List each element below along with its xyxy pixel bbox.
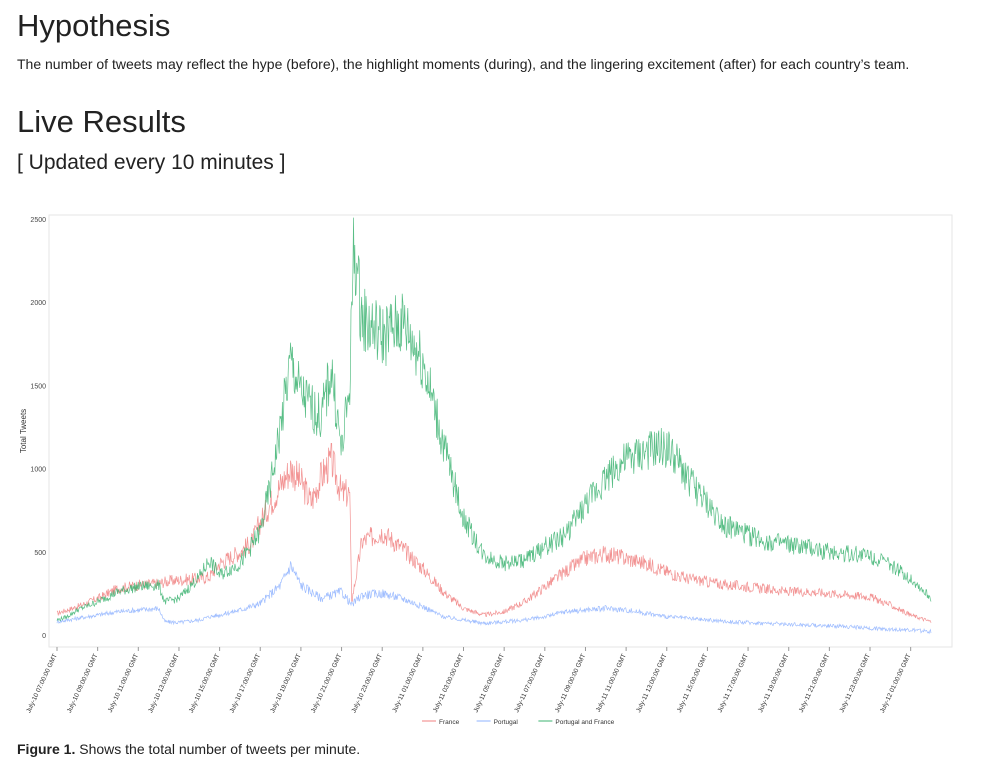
x-tick-label: July-11 21:00:00 GMT (798, 653, 831, 714)
legend-label: France (439, 719, 460, 726)
x-tick-label: July-10 13:00:00 GMT (147, 653, 181, 714)
x-tick-label: July-10 19:00:00 GMT (269, 653, 303, 714)
y-axis-title: Total Tweets (19, 409, 28, 453)
series-line-portugal (56, 561, 932, 635)
x-tick-label: July-11 03:00:00 GMT (432, 653, 465, 714)
x-tick-label: July-11 09:00:00 GMT (554, 653, 587, 714)
x-tick-label: July-11 11:00:00 GMT (595, 653, 628, 713)
hypothesis-title: Hypothesis (17, 8, 171, 43)
update-frequency-note: [ Updated every 10 minutes ] (17, 151, 286, 174)
x-tick-label: July-11 23:00:00 GMT (839, 653, 872, 714)
tweets-line-chart-svg: 0 500 1000 1500 2000 2500 Total Tweets July-10 … (19, 214, 953, 726)
y-tick-label: 2000 (30, 300, 46, 307)
legend-label: Portugal (494, 719, 519, 726)
x-tick-label: July-11 13:00:00 GMT (635, 653, 668, 714)
figure-caption-text: Shows the total number of tweets per min… (79, 741, 361, 757)
y-tick-label: 1500 (30, 383, 46, 390)
y-tick-label: 2500 (30, 217, 46, 224)
x-tick-label: July-10 07:00:00 GMT (25, 653, 59, 714)
x-tick-label: July-10 15:00:00 GMT (188, 653, 222, 714)
x-tick-label: July-11 17:00:00 GMT (717, 653, 750, 714)
x-tick-label: July-10 11:00:00 GMT (107, 653, 140, 714)
x-tick-label: July-11 05:00:00 GMT (473, 653, 506, 714)
hypothesis-text: The number of tweets may reflect the hyp… (17, 56, 910, 72)
figure-caption: Figure 1. Shows the total number of twee… (17, 741, 360, 757)
tweets-chart: 0 500 1000 1500 2000 2500 Total Tweets July-10 … (14, 206, 964, 736)
series-line-portugal-and-france (56, 217, 932, 622)
x-tick-label: July-10 21:00:00 GMT (310, 653, 344, 714)
live-results-title: Live Results (17, 104, 186, 139)
figure-caption-label: Figure 1. (17, 741, 76, 757)
x-tick-label: July-10 09:00:00 GMT (66, 653, 100, 714)
x-tick-label: July-10 23:00:00 GMT (350, 653, 384, 714)
x-tick-label: July-12 01:00:00 GMT (879, 653, 913, 714)
y-tick-label: 0 (42, 633, 46, 640)
x-tick-label: July-11 15:00:00 GMT (676, 653, 709, 714)
y-tick-label: 1000 (30, 467, 46, 474)
x-tick-label: July-11 07:00:00 GMT (513, 653, 546, 714)
x-tick-label: July-11 19:00:00 GMT (757, 653, 790, 714)
y-tick-label: 500 (34, 550, 46, 557)
x-tick-label: July-10 17:00:00 GMT (229, 653, 263, 714)
legend-label: Portugal and France (555, 719, 614, 726)
x-tick-label: July-11 01:00:00 GMT (391, 653, 424, 714)
